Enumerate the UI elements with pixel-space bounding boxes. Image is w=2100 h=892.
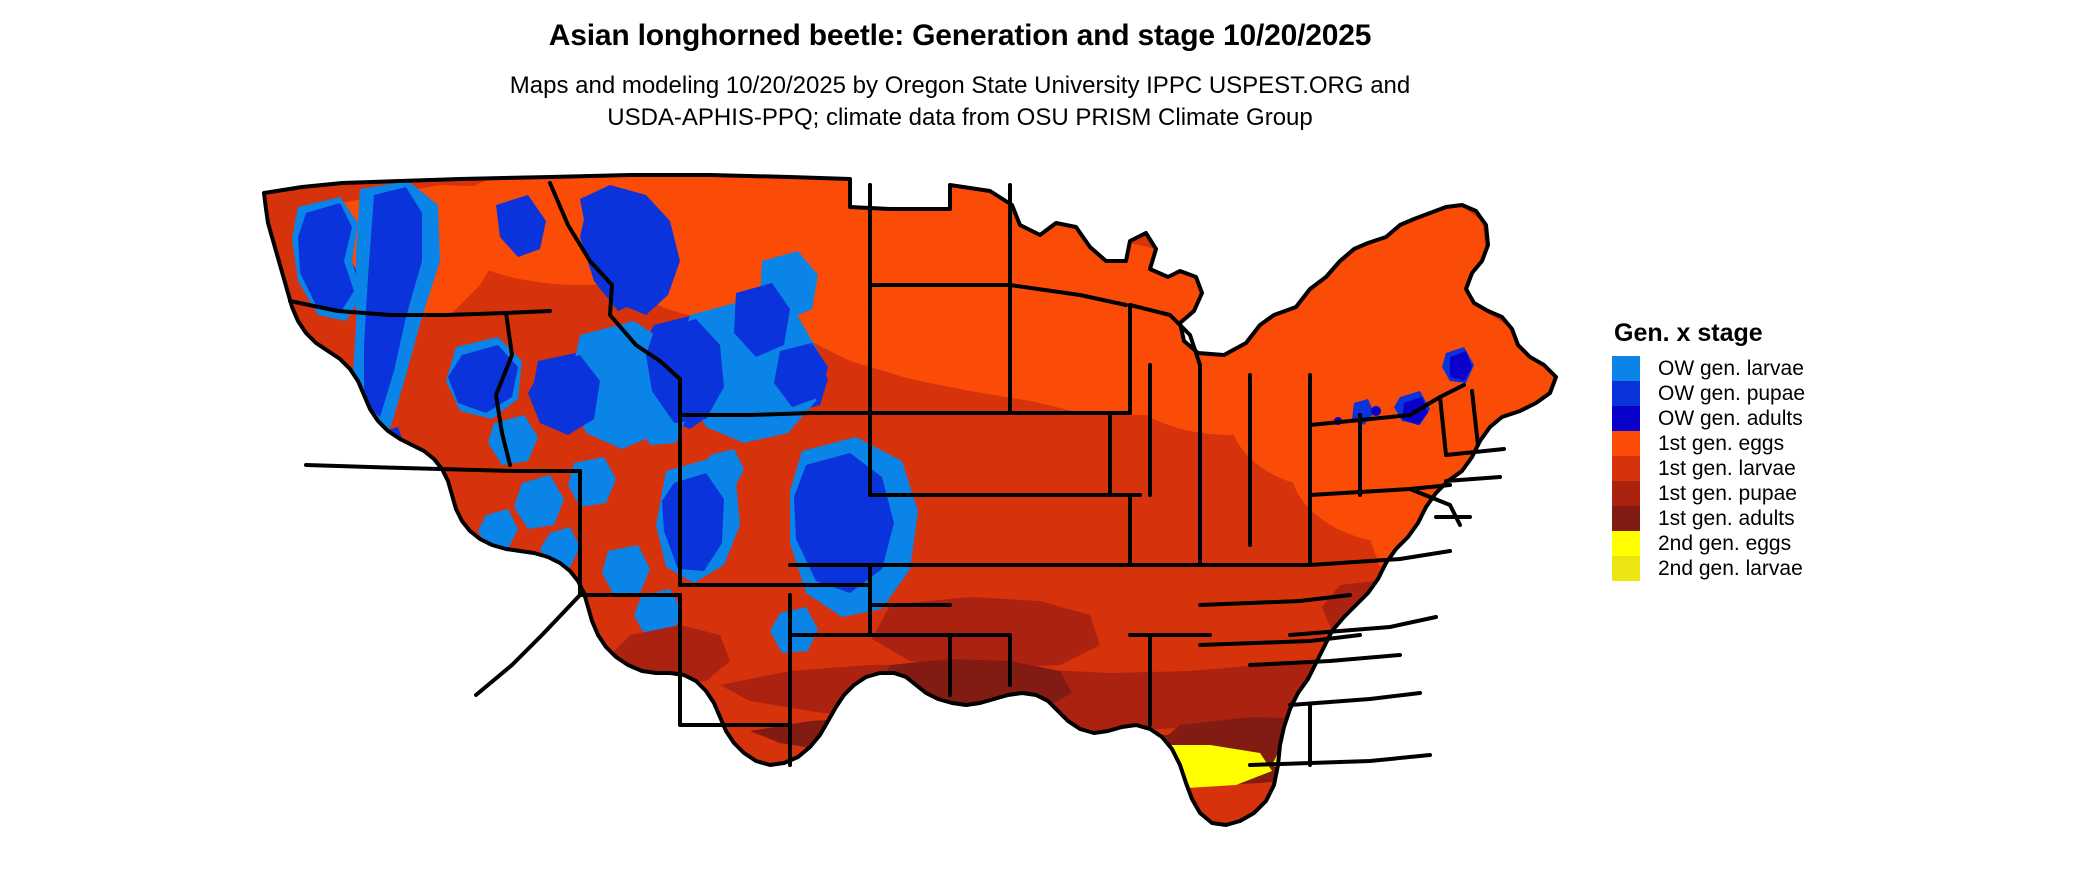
choropleth-map	[250, 165, 1610, 885]
map-subtitle-line-1: Maps and modeling 10/20/2025 by Oregon S…	[509, 72, 1411, 99]
legend-row: OW gen. adults	[1612, 406, 1912, 431]
legend-label: OW gen. adults	[1658, 407, 1803, 430]
legend-row: 1st gen. adults	[1612, 506, 1912, 531]
legend-color-swatch	[1612, 406, 1640, 431]
legend-color-swatch	[1612, 506, 1640, 531]
interior-state-lines	[288, 181, 1506, 767]
legend-rows: OW gen. larvae OW gen. pupae OW gen. adult…	[1612, 356, 1912, 581]
legend-color-swatch	[1612, 531, 1640, 556]
page-title: Asian longhorned beetle: Generation and …	[548, 19, 1372, 52]
legend-row: OW gen. pupae	[1612, 381, 1912, 406]
legend-label: 1st gen. pupae	[1658, 482, 1797, 505]
raster-layer	[264, 175, 1556, 825]
legend-row: 2nd gen. larvae	[1612, 556, 1912, 581]
map-subtitle-line-2: USDA-APHIS-PPQ; climate data from OSU PR…	[607, 104, 1313, 131]
legend-row: 1st gen. eggs	[1612, 431, 1912, 456]
legend-color-swatch	[1612, 481, 1640, 506]
legend-row: 2nd gen. eggs	[1612, 531, 1912, 556]
legend-label: OW gen. larvae	[1658, 357, 1804, 380]
legend-color-swatch	[1612, 381, 1640, 406]
legend-row: 1st gen. larvae	[1612, 456, 1912, 481]
legend-color-swatch	[1612, 356, 1640, 381]
legend-row: 1st gen. pupae	[1612, 481, 1912, 506]
legend-title: Gen. x stage	[1614, 319, 1763, 347]
legend-label: 1st gen. eggs	[1658, 432, 1785, 455]
map-subtitle: Maps and modeling 10/20/2025 by Oregon S…	[0, 54, 1920, 134]
legend-label: OW gen. pupae	[1658, 382, 1806, 405]
legend-color-swatch	[1612, 556, 1640, 581]
us-map-svg	[262, 173, 1558, 827]
legend-label: 2nd gen. eggs	[1658, 532, 1792, 555]
legend-color-swatch	[1612, 431, 1640, 456]
legend-label: 1st gen. adults	[1658, 507, 1795, 530]
legend-color-swatch	[1612, 456, 1640, 481]
map-legend: Gen. x stage OW gen. larvae OW gen. pupae…	[1612, 318, 1912, 581]
legend-label: 2nd gen. larvae	[1658, 557, 1803, 580]
legend-row: OW gen. larvae	[1612, 356, 1912, 381]
legend-label: 1st gen. larvae	[1658, 457, 1796, 480]
title-block: Asian longhorned beetle: Generation and …	[0, 18, 1920, 134]
